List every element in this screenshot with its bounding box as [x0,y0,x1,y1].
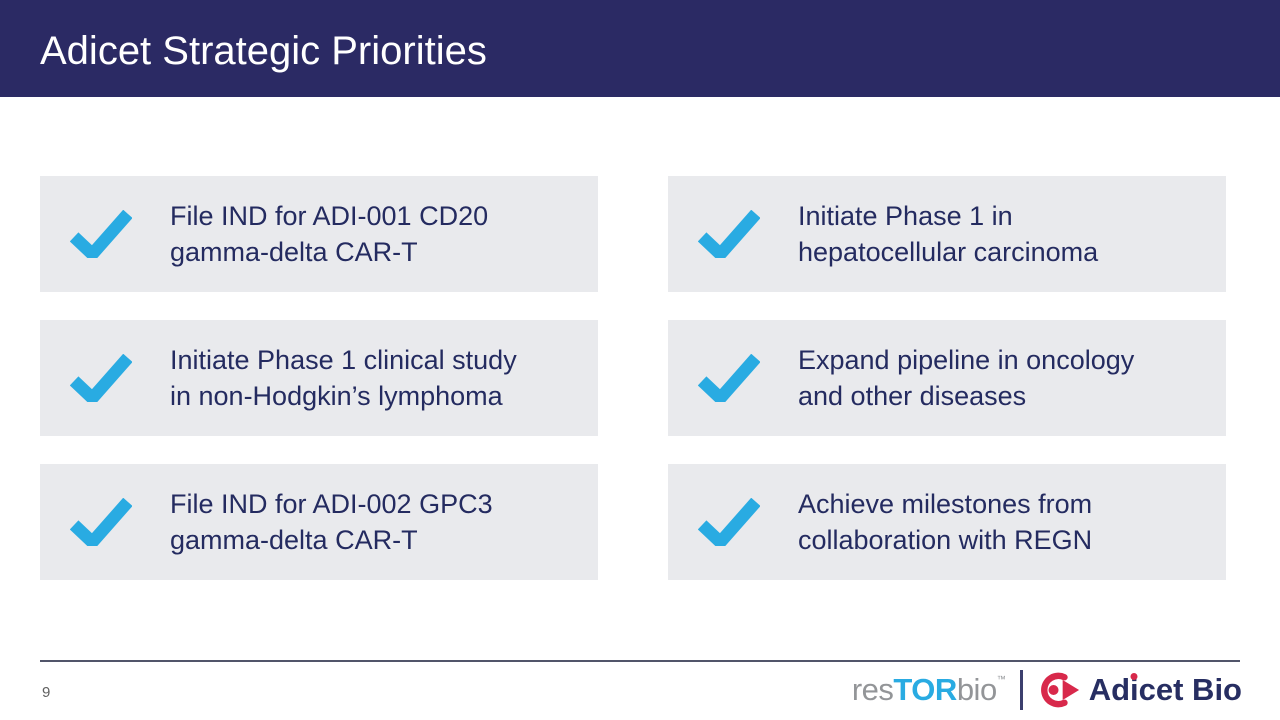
priority-card: Initiate Phase 1 in hepatocellular carci… [668,176,1226,292]
check-icon [698,354,760,402]
priority-line: hepatocellular carcinoma [798,237,1099,267]
priority-card: Initiate Phase 1 clinical study in non-H… [40,320,598,436]
adicet-logo-text: Adicet Bio [1089,672,1242,708]
check-icon [70,354,132,402]
priority-line: Initiate Phase 1 in [798,201,1013,231]
adicet-text-part: Ad [1088,672,1131,707]
priority-card: File IND for ADI-001 CD20 gamma-delta CA… [40,176,598,292]
restorbio-logo-bio: bio [956,672,997,707]
adicet-eye-icon [1038,671,1080,709]
priority-text: Initiate Phase 1 in hepatocellular carci… [798,198,1098,270]
priority-line: File IND for ADI-001 CD20 [170,201,489,231]
adicet-bio-logo: Adicet Bio [1038,671,1242,709]
priority-text: Expand pipeline in oncology and other di… [798,342,1134,414]
priority-line: File IND for ADI-002 GPC3 [170,489,493,519]
priority-line: gamma-delta CAR-T [170,525,418,555]
priority-text: File IND for ADI-001 CD20 gamma-delta CA… [170,198,488,270]
priority-card: Achieve milestones from collaboration wi… [668,464,1226,580]
adicet-text-part: cet Bio [1138,672,1242,707]
footer-divider-line [40,660,1240,662]
page-number: 9 [42,684,51,701]
priority-line: collaboration with REGN [798,525,1093,555]
priority-line: Initiate Phase 1 clinical study [170,345,517,375]
priority-text: Initiate Phase 1 clinical study in non-H… [170,342,517,414]
priority-line: Expand pipeline in oncology [798,345,1135,375]
restorbio-logo-tor: TOR [893,672,957,707]
priority-line: and other diseases [798,381,1027,411]
priority-card: File IND for ADI-002 GPC3 gamma-delta CA… [40,464,598,580]
page-title: Adicet Strategic Priorities [40,29,487,73]
priority-line: gamma-delta CAR-T [170,237,418,267]
check-icon [70,210,132,258]
priority-card: Expand pipeline in oncology and other di… [668,320,1226,436]
footer-logos: resTORbio™ Adicet Bio [852,668,1242,712]
adicet-text-red-i: i [1130,672,1139,707]
priority-text: File IND for ADI-002 GPC3 gamma-delta CA… [170,486,493,558]
priorities-grid: File IND for ADI-001 CD20 gamma-delta CA… [40,176,1226,580]
check-icon [698,498,760,546]
restorbio-logo-res: res [851,672,894,707]
priority-line: in non-Hodgkin’s lymphoma [170,381,503,411]
check-icon [70,498,132,546]
trademark-symbol: ™ [996,674,1006,684]
logo-divider [1019,670,1023,710]
header-bar: Adicet Strategic Priorities [0,0,1280,97]
priority-line: Achieve milestones from [798,489,1093,519]
restorbio-logo: resTORbio™ [852,672,1006,708]
priority-text: Achieve milestones from collaboration wi… [798,486,1092,558]
check-icon [698,210,760,258]
